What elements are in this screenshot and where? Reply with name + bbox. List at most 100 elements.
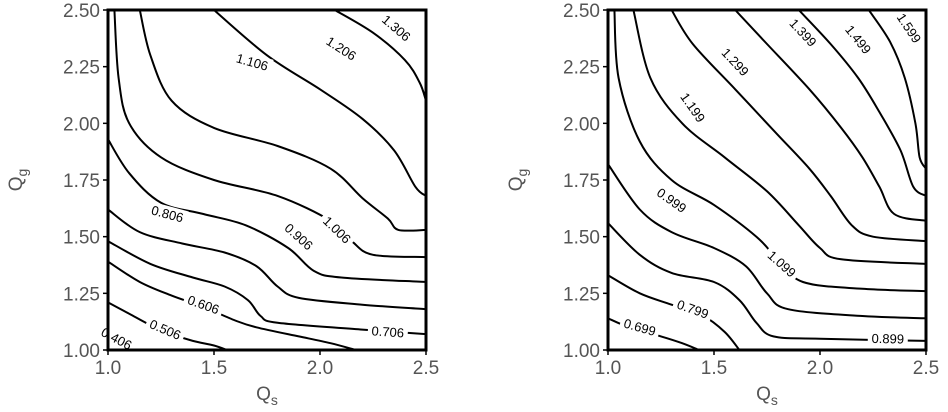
y-tick-label: 1.50 [563,228,600,249]
contour-label: 1.599 [894,10,925,45]
contour-label-bg [367,322,409,342]
contour-label-group: 1.206 [320,30,363,67]
x-tick-label: 1.5 [201,358,227,379]
contour-label-bg [674,86,711,129]
contour-lines [108,10,426,350]
contour-label-group: 1.399 [783,12,823,53]
y-tick-label: 2.00 [63,114,100,135]
contour-label-group: 1.106 [230,48,274,76]
y-axis-label-sub: g [514,169,530,177]
x-axis-label-main: Q [256,384,271,405]
contour-label-bg [891,7,927,50]
contour-label: 0.706 [371,323,405,340]
contour-label-group: 0.699 [618,314,662,341]
contour-label: 0.606 [186,292,222,317]
contour-line-1.499 [798,10,926,197]
contour-label: 0.799 [675,297,711,322]
y-axis-label-sub: g [14,169,30,177]
contour-label-group: 1.499 [839,18,878,61]
contour-label-bg [278,217,320,256]
y-axis-label: Qg [6,169,30,192]
contour-label-group: 1.306 [375,9,417,48]
contour-line-0.806 [108,208,426,311]
contour-label-bg [320,30,363,67]
y-axis-label-main: Q [506,177,527,192]
contour-line-0.899 [608,222,926,342]
contour-line-1.199 [632,10,926,265]
y-tick-label: 1.50 [63,228,100,249]
x-axis-label: Qs [256,384,278,408]
y-tick-label: 1.00 [63,341,100,362]
contour-line-1.099 [613,10,926,293]
contour-label-bg [146,201,189,227]
x-tick-label: 1.0 [595,358,621,379]
x-tick-label: 1.0 [95,358,121,379]
contour-line-1.106 [138,10,426,232]
contour-line-1.006 [113,10,426,259]
contour-label-bg [715,42,755,83]
y-tick-label: 1.25 [63,284,100,305]
contour-label-bg [761,244,803,284]
x-tick-label: 2.0 [307,358,333,379]
contour-label-bg [230,48,274,76]
y-tick-label: 1.75 [63,171,100,192]
contour-label-bg [618,314,662,341]
y-tick-label: 1.25 [563,284,600,305]
contour-label-bg [181,290,225,319]
contour-line-0.906 [108,138,426,283]
contour-label-bg [867,330,908,348]
y-tick-label: 2.50 [63,1,100,22]
x-tick-label: 1.5 [701,358,727,379]
y-tick-label: 2.00 [563,114,600,135]
right-contour-panel: 0.6990.7990.8990.9991.0991.1991.2991.399… [506,1,939,408]
contour-line-1.599 [867,10,926,170]
contour-line-0.799 [608,274,741,350]
contour-line-0.999 [608,163,926,320]
y-axis-label-main: Q [6,177,27,192]
contour-label-bg [143,314,187,345]
y-tick-label: 2.50 [563,1,600,22]
x-tick-label: 2.5 [913,358,939,379]
x-axis-label-sub: s [771,392,778,408]
y-tick-label: 2.25 [563,58,600,79]
contour-label-group: 0.999 [650,182,693,219]
contour-line-1.399 [734,10,926,222]
contour-line-0.606 [108,260,357,350]
contour-line-1.299 [670,10,926,243]
x-axis-label-main: Q [756,384,771,405]
y-tick-label: 2.25 [63,58,100,79]
x-tick-label: 2.0 [807,358,833,379]
contour-label: 0.899 [871,331,904,347]
contour-label-bg [671,294,715,324]
contour-label-bg [783,12,823,53]
contour-label-group: 0.906 [278,217,320,256]
contour-label: 1.206 [323,33,358,63]
y-tick-label: 1.00 [563,341,600,362]
contour-line-0.706 [108,240,426,336]
contour-label-group: 0.899 [867,330,908,348]
contour-label-bg [839,18,878,61]
contour-line-1.206 [213,10,426,197]
contour-line-1.306 [334,10,426,102]
contour-label-bg [317,210,357,250]
contour-label-group: 0.506 [143,314,187,345]
contour-label-bg [375,9,417,48]
contour-label-group: 0.799 [671,294,715,324]
y-tick-label: 1.75 [563,171,600,192]
contour-label: 0.506 [147,316,183,343]
contour-label-group: 1.599 [891,7,927,50]
contour-label-group: 1.006 [317,210,357,250]
contour-label-group: 0.706 [367,322,409,342]
contour-label-group: 0.806 [146,201,189,227]
contour-label-group: 0.606 [181,290,225,319]
x-tick-label: 2.5 [413,358,439,379]
x-axis-label: Qs [756,384,778,408]
contour-lines [608,10,926,350]
contour-label-group: 1.099 [761,244,803,284]
contour-label-bg [95,322,138,356]
contour-label-bg [650,182,693,219]
x-axis-label-sub: s [271,392,278,408]
y-axis-label: Qg [506,169,530,192]
